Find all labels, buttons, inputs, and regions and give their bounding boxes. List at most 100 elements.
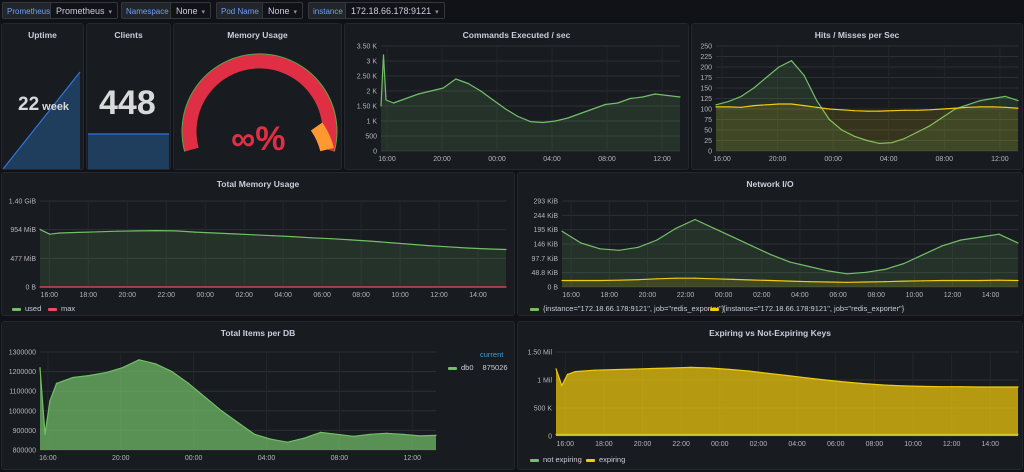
y-tick-label: 1100000 [9,389,36,396]
var-select-datasource[interactable]: Prometheus ▾ [50,2,119,19]
data-point [369,286,371,288]
data-point [879,142,881,144]
y-tick-label: 75 [704,117,712,124]
data-point [593,369,596,371]
data-point [336,433,338,435]
var-select-namespace[interactable]: None ▾ [170,2,212,19]
x-tick-label: 20:00 [639,292,657,299]
series-area-0 [40,359,436,450]
data-point [690,366,692,368]
data-point [866,110,868,112]
data-point [39,286,41,288]
panel-total-items[interactable]: Total Items per DB 800000 900000 1000000 11… [1,321,515,470]
data-point [637,279,639,281]
data-point [447,246,449,248]
var-select-instance[interactable]: 172.18.66.178:9121 ▾ [345,2,445,19]
legend-item-network-1[interactable]: {instance="172.18.66.178:9121", job="red… [530,304,724,313]
x-tick-label: 18:00 [80,292,98,299]
legend-item-not-expiring[interactable]: not expiring [530,455,582,464]
legend-item-max[interactable]: max [48,304,75,313]
panel-memory-usage[interactable]: Memory Usage ∞% [173,23,342,170]
data-point [694,277,696,279]
x-tick-label: 16:00 [41,292,59,299]
data-point [58,232,61,234]
data-point [155,286,158,288]
var-label-datasource: Prometheus [2,2,56,19]
panel-total-memory[interactable]: Total Memory Usage 0 B 477 MiB 954 MiB 1.40… [1,172,515,316]
data-point [618,279,620,281]
data-point [1017,107,1019,109]
x-tick-label: 02:00 [750,441,768,448]
data-point [175,286,177,288]
x-tick-label: 08:00 [331,455,349,462]
data-point [529,121,532,123]
panel-uptime[interactable]: Uptime 22 week [1,23,84,170]
data-point [599,279,601,282]
legend-item-network-2[interactable]: {instance="172.18.66.178:9121", job="red… [710,304,904,313]
data-point [561,230,563,232]
data-point [408,243,410,245]
data-point [765,104,767,106]
x-tick-label: 00:00 [715,292,733,299]
panel-title: Clients [114,30,143,40]
panel-title: Total Items per DB [220,328,296,338]
data-point [789,261,791,263]
data-point [922,254,924,256]
x-tick-label: 12:00 [430,292,448,299]
panel-network-io[interactable]: Network I/O 0 B 48.8 KiB 97.7 KiB 146 KiB 19… [517,172,1023,316]
data-point [786,374,788,377]
uptime-value: 22 week [18,94,69,116]
x-tick-label: 04:00 [791,292,809,299]
data-point [466,247,468,249]
x-tick-label: 12:00 [403,455,421,462]
data-point [78,286,80,288]
data-point [903,262,905,265]
data-point [728,368,730,370]
data-point [904,137,906,139]
data-point [853,135,855,137]
data-point [1017,386,1019,388]
x-tick-label: 22:00 [157,292,175,299]
y-tick-label: 1 K [366,119,377,126]
data-point [751,279,753,281]
panel-commands-executed[interactable]: Commands Executed / sec 0 500 1 K 1.50 K 2 K… [344,23,689,170]
var-select-pod-name[interactable]: None ▾ [262,2,304,19]
y-tick-label: 125 [700,96,712,103]
x-tick-label: 04:00 [788,441,806,448]
data-point [879,110,881,112]
data-point [505,286,507,288]
x-tick-label: 02:00 [235,292,253,299]
legend-item-db0[interactable]: db0 875026 [448,363,508,372]
legend-item-used[interactable]: used [12,304,41,313]
data-point [790,60,793,62]
data-point [789,280,791,282]
data-point [554,120,556,122]
sparkline-area [88,134,169,169]
y-tick-label: 500 K [534,406,553,413]
legend-item-expiring[interactable]: expiring [586,455,625,464]
panel-expiring-keys[interactable]: Expiring vs Not-Expiring Keys 0 500 K 1 Mi… [517,321,1023,470]
data-point [542,121,544,124]
data-point [828,118,830,121]
data-point [253,286,255,288]
x-tick-label: 04:00 [543,156,561,163]
data-point [214,286,216,288]
expiring-keys-chart: 0 500 K 1 Mil 1.50 Mil 16:00 18:00 20:00 22:00 0… [527,350,1019,448]
data-point [979,279,981,282]
data-point [388,242,391,244]
data-point [1004,95,1006,97]
panel-clients[interactable]: Clients 448 [86,23,171,170]
data-point [574,371,576,373]
data-point [49,400,51,402]
data-point [154,363,157,365]
y-tick-label: 1300000 [9,350,36,357]
data-point [770,279,772,282]
data-point [442,87,444,89]
data-point [369,433,371,435]
x-tick-label: 08:00 [936,156,954,163]
network-io-chart: 0 B 48.8 KiB 97.7 KiB 146 KiB 195 KiB 244 KiB… [532,199,1019,299]
panel-hits-misses[interactable]: Hits / Misses per Sec 0 25 50 75 100 125 150 17… [691,23,1023,170]
data-point [39,367,41,369]
legend-label: not expiring [543,455,582,464]
x-tick-label: 08:00 [867,292,885,299]
